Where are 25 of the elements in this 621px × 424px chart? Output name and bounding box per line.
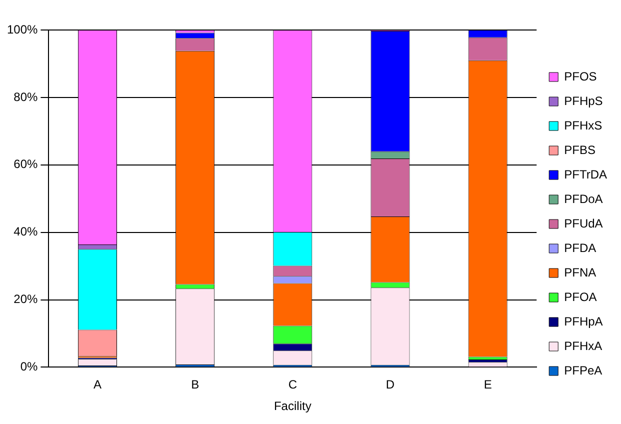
x-axis-title: Facility <box>274 399 312 414</box>
legend-label: PFHpA <box>564 314 603 328</box>
y-tick-label: 40% <box>14 224 38 239</box>
y-tick-label: 100% <box>6 22 38 36</box>
legend-label: PFOS <box>564 69 597 84</box>
y-tick-label: 80% <box>14 90 38 104</box>
legend-label: PFTrDA <box>564 167 608 182</box>
legend-label: PFOA <box>564 290 597 304</box>
legend-label: PFNA <box>564 265 596 280</box>
y-tick-label: 20% <box>14 292 38 306</box>
legend-label: PFDA <box>564 240 596 255</box>
legend-label: PFHpS <box>564 94 603 108</box>
legend-label: PFHxA <box>564 338 602 353</box>
x-tick-label: C <box>288 378 298 392</box>
x-tick-label: A <box>93 378 102 392</box>
legend-label: PFPeA <box>564 363 602 378</box>
y-tick-label: 0% <box>20 360 38 374</box>
x-tick-label: E <box>484 378 492 392</box>
legend-label: PFBS <box>564 142 596 157</box>
x-tick-label: D <box>386 378 395 392</box>
y-tick-label: 60% <box>14 157 38 172</box>
x-tick-label: B <box>191 378 200 392</box>
legend-label: PFHxS <box>564 118 602 132</box>
legend-label: PFUdA <box>564 216 603 230</box>
legend-label: PFDoA <box>564 192 603 206</box>
